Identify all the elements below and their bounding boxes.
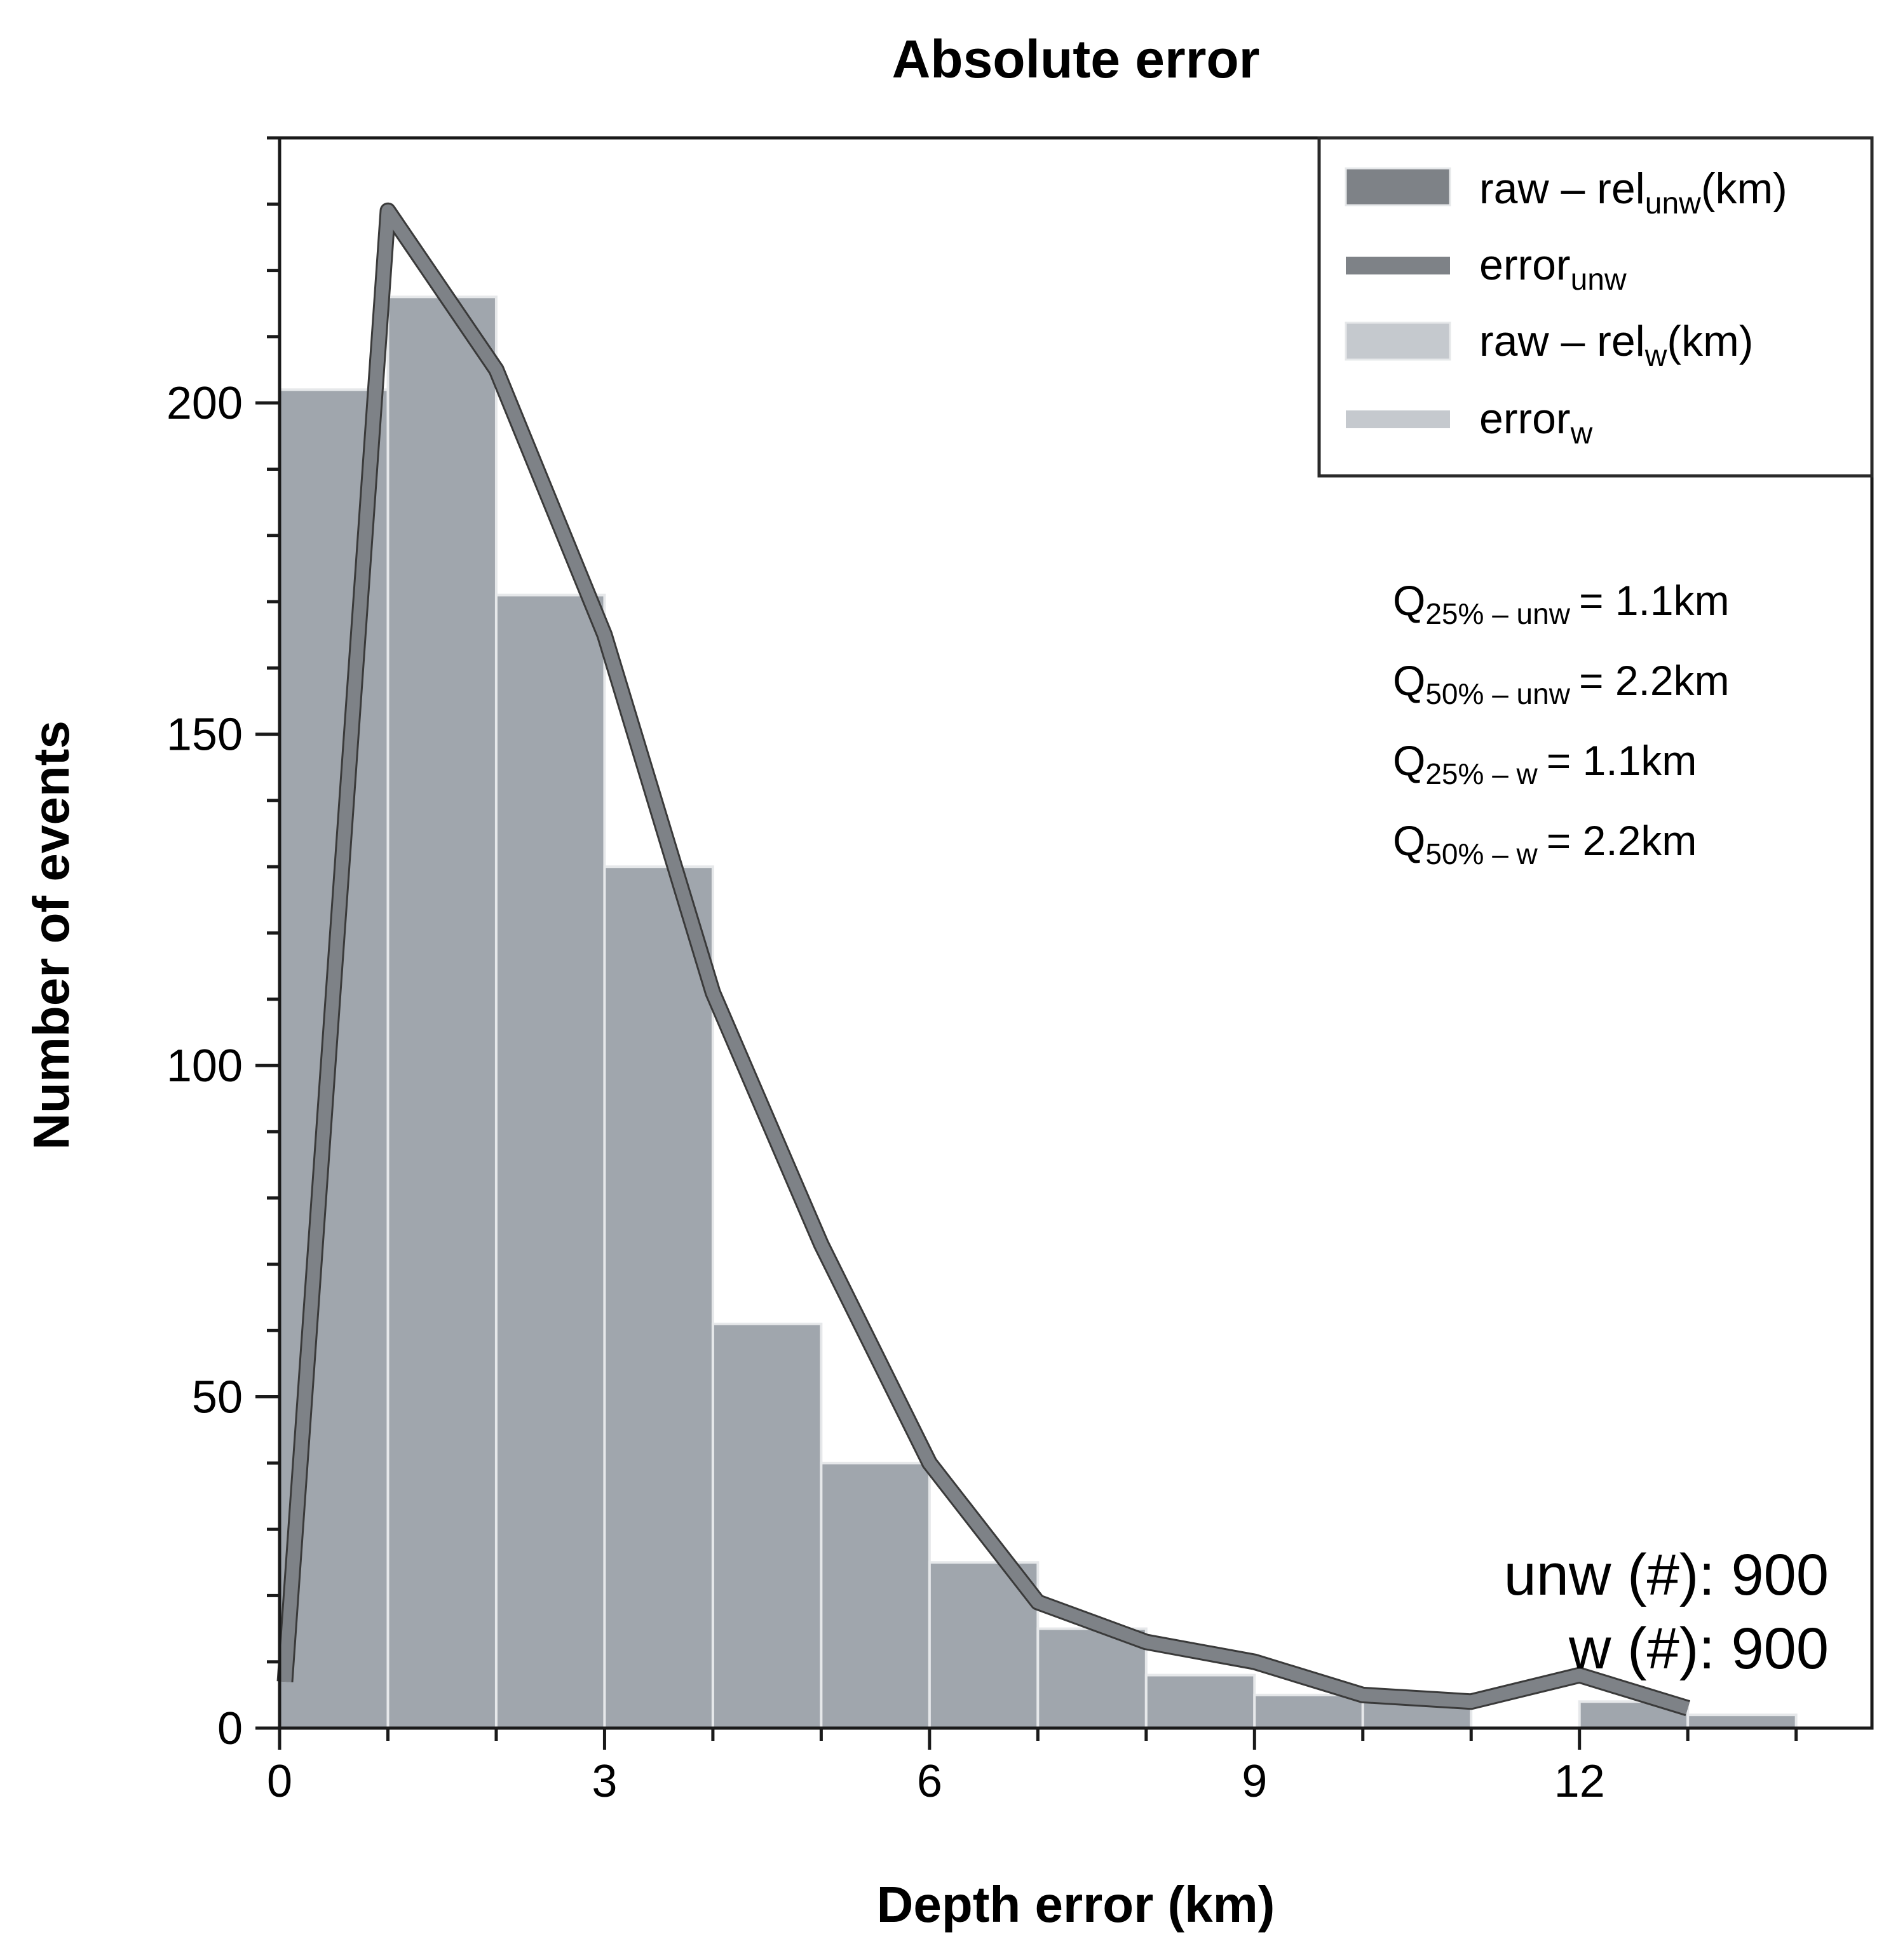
x-tick-label: 9 — [1242, 1756, 1267, 1807]
quantile-50-w: Q50% – w = 2.2km — [1393, 817, 1697, 870]
y-tick-label: 200 — [166, 378, 243, 429]
histogram-bar — [494, 593, 606, 1729]
x-tick-label: 3 — [592, 1756, 617, 1807]
histogram-bar — [820, 1461, 931, 1729]
legend-hist-w-base: raw – rel — [1479, 317, 1645, 365]
legend-line-w-base: error — [1479, 395, 1571, 443]
quantile-annotations: Q25% – unw = 1.1km Q50% – unw = 2.2km Q25%… — [1393, 577, 1730, 870]
legend-entry-line-w: errorw — [1479, 395, 1593, 450]
y-axis-label: Number of events — [23, 720, 79, 1150]
quantile-50-unw: Q50% – unw = 2.2km — [1393, 657, 1730, 710]
histogram-bar — [386, 295, 498, 1729]
legend-swatch-hist-unw — [1345, 167, 1451, 206]
legend-swatch-line-unw — [1346, 257, 1450, 274]
count-w: w (#): 900 — [1568, 1616, 1829, 1681]
error-curve-unw — [278, 204, 1690, 1715]
legend-line-w-sub: w — [1570, 417, 1593, 450]
legend-hist-unw-sub: unw — [1645, 187, 1701, 220]
legend-hist-w-sub: w — [1644, 339, 1667, 373]
histogram-bar — [603, 865, 714, 1729]
legend: raw – relunw(km) errorunw raw – relw(km)… — [1317, 136, 1874, 478]
y-tick-label: 0 — [217, 1703, 243, 1754]
histogram-bar — [711, 1322, 823, 1729]
legend-hist-unw-suffix: (km) — [1701, 165, 1787, 213]
legend-line-unw-base: error — [1479, 241, 1571, 289]
x-axis-ticks: 0 3 6 9 12 — [267, 1728, 1798, 1807]
legend-entry-line-unw: errorunw — [1479, 241, 1627, 297]
x-tick-label: 0 — [267, 1756, 292, 1807]
x-axis-label: Depth error (km) — [877, 1876, 1275, 1933]
y-tick-label: 100 — [166, 1041, 243, 1092]
quantile-25-unw: Q25% – unw = 1.1km — [1393, 577, 1730, 630]
legend-swatch-hist-w — [1345, 321, 1451, 361]
legend-hist-unw-base: raw – rel — [1479, 165, 1645, 213]
histogram-bar — [1253, 1693, 1364, 1730]
histogram-bars — [278, 295, 1798, 1730]
quantile-25-w: Q25% – w = 1.1km — [1393, 737, 1697, 790]
legend-entry-hist-w: raw – relw(km) — [1479, 317, 1753, 373]
legend-hist-w-suffix: (km) — [1667, 317, 1753, 365]
legend-line-unw-sub: unw — [1571, 263, 1627, 297]
histogram-bar — [1686, 1713, 1798, 1729]
chart-title: Absolute error — [892, 29, 1260, 89]
x-tick-label: 12 — [1554, 1756, 1605, 1807]
x-tick-label: 6 — [917, 1756, 942, 1807]
count-unw: unw (#): 900 — [1504, 1543, 1829, 1607]
legend-swatch-line-w — [1346, 410, 1450, 428]
y-tick-label: 150 — [166, 710, 243, 760]
histogram-bar — [1144, 1673, 1256, 1729]
legend-entry-hist-unw: raw – relunw(km) — [1479, 165, 1787, 220]
y-axis-ticks: 0 50 100 150 200 — [166, 136, 280, 1754]
error-curves — [276, 202, 1690, 1717]
y-tick-label: 50 — [192, 1372, 243, 1423]
